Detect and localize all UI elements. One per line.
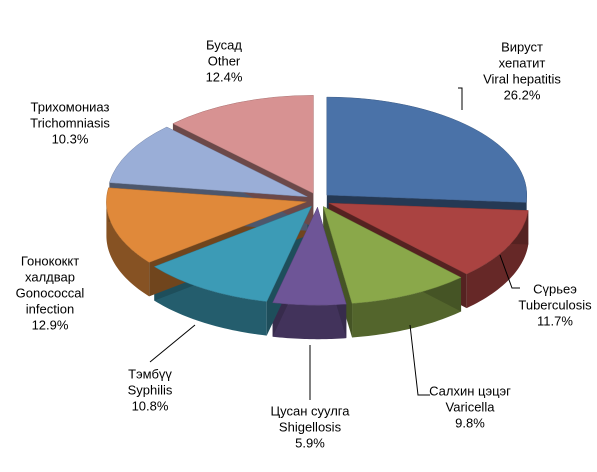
slice-label: Shigellosis <box>279 419 342 434</box>
leader-line <box>409 324 430 396</box>
slice-label: Trichomniasis <box>30 115 110 130</box>
slice-label: infection <box>26 301 74 316</box>
slice <box>153 205 313 302</box>
slice-label: Varicella <box>446 399 496 414</box>
slice-side <box>466 210 529 309</box>
slice <box>326 96 528 203</box>
slice-label: Трихомониаз <box>31 99 110 114</box>
leader-line <box>149 324 196 363</box>
value-label: 10.8% <box>132 398 169 413</box>
slice <box>328 202 529 275</box>
slice-label: Other <box>208 53 241 68</box>
slice-side <box>272 302 347 340</box>
slice-label: хепатит <box>499 55 546 70</box>
value-label: 12.9% <box>32 317 69 332</box>
slice-label: Tuberculosis <box>518 297 592 312</box>
slice-label: халдвар <box>25 269 75 284</box>
value-label: 10.3% <box>52 131 89 146</box>
slice <box>109 126 308 198</box>
slice-label: Бусад <box>206 37 242 52</box>
value-label: 12.4% <box>206 69 243 84</box>
slice-label: Гонококкт <box>21 253 79 268</box>
slice <box>272 206 347 306</box>
slice <box>172 95 314 194</box>
slice-label: Вируст <box>501 39 543 54</box>
value-label: 5.9% <box>295 435 325 450</box>
value-label: 26.2% <box>504 87 541 102</box>
leader-line <box>458 87 463 110</box>
slice-label: Цусан суулга <box>271 403 351 418</box>
slice <box>322 205 462 304</box>
slice <box>106 187 307 263</box>
slice-label: Салхин цэцэг <box>429 383 511 398</box>
value-label: 11.7% <box>537 313 573 328</box>
slice-label: Сүрьеэ <box>533 281 577 296</box>
slice-label: Syphilis <box>128 382 173 397</box>
value-label: 9.8% <box>455 415 485 430</box>
leader-line <box>499 254 520 289</box>
slice-side <box>106 201 150 297</box>
slice-label: Viral hepatitis <box>483 71 561 86</box>
slice-label: Тэмбүү <box>128 366 172 381</box>
slice-label: Gonococcal <box>16 285 85 300</box>
